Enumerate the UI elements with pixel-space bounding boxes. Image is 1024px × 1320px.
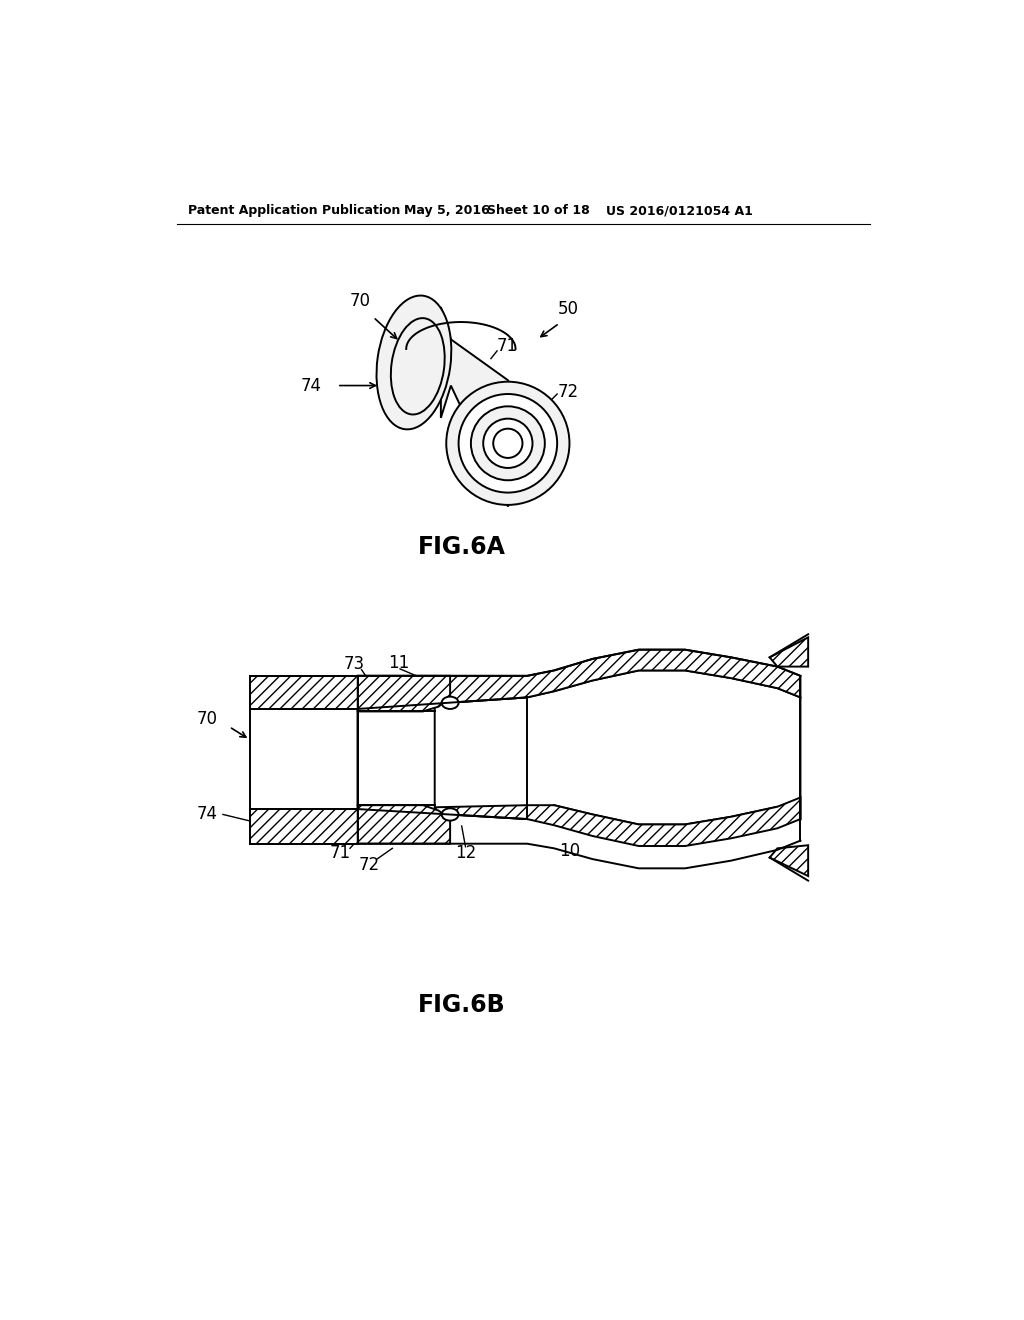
Text: 10: 10 — [559, 842, 580, 861]
Bar — [250, 809, 357, 843]
Text: 74: 74 — [300, 376, 322, 395]
Ellipse shape — [471, 407, 545, 480]
Ellipse shape — [483, 418, 532, 469]
Text: 11: 11 — [388, 653, 410, 672]
Text: Patent Application Publication: Patent Application Publication — [188, 205, 400, 218]
Text: 70: 70 — [349, 292, 371, 310]
Ellipse shape — [494, 429, 522, 458]
Ellipse shape — [459, 395, 557, 492]
Text: FIG.6B: FIG.6B — [418, 994, 506, 1018]
Polygon shape — [357, 676, 451, 711]
Polygon shape — [357, 649, 801, 709]
Polygon shape — [770, 845, 808, 876]
Polygon shape — [357, 706, 435, 810]
Text: 12: 12 — [455, 843, 476, 862]
Bar — [250, 676, 357, 709]
Text: May 5, 2016: May 5, 2016 — [403, 205, 489, 218]
Bar — [250, 809, 357, 843]
Text: 70: 70 — [197, 710, 218, 727]
Text: FIG.6A: FIG.6A — [418, 535, 506, 560]
Ellipse shape — [377, 296, 452, 429]
Text: US 2016/0121054 A1: US 2016/0121054 A1 — [606, 205, 754, 218]
Text: 71: 71 — [497, 337, 518, 355]
Ellipse shape — [441, 808, 459, 821]
Ellipse shape — [441, 697, 459, 709]
Bar — [250, 676, 357, 843]
Polygon shape — [357, 797, 801, 846]
Polygon shape — [357, 805, 451, 843]
Text: 71: 71 — [330, 843, 350, 862]
Bar — [250, 676, 357, 709]
Polygon shape — [357, 671, 801, 825]
Text: 72: 72 — [358, 857, 380, 874]
Text: 50: 50 — [557, 301, 579, 318]
Text: 73: 73 — [343, 655, 365, 673]
Text: 72: 72 — [558, 383, 579, 401]
Ellipse shape — [446, 381, 569, 506]
Polygon shape — [770, 638, 808, 667]
Polygon shape — [441, 308, 519, 507]
Ellipse shape — [391, 318, 444, 414]
Text: 74: 74 — [197, 805, 218, 824]
Text: Sheet 10 of 18: Sheet 10 of 18 — [487, 205, 590, 218]
Text: 73: 73 — [486, 488, 508, 506]
